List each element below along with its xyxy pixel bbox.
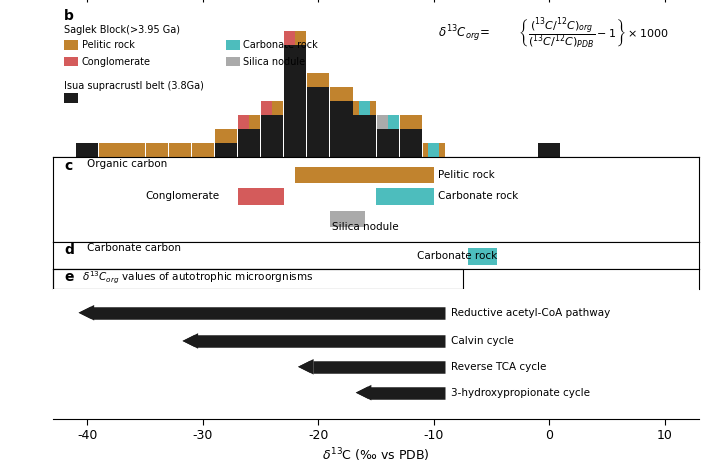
Text: Pelitic rock: Pelitic rock xyxy=(439,170,495,180)
Bar xyxy=(64,40,78,50)
Text: Carbonate rock: Carbonate rock xyxy=(416,252,497,261)
Text: Saglek Block(>3.95 Ga): Saglek Block(>3.95 Ga) xyxy=(64,25,180,35)
Bar xyxy=(192,143,214,158)
Bar xyxy=(377,115,387,129)
Text: Carbonate rock: Carbonate rock xyxy=(243,40,318,50)
Bar xyxy=(307,73,330,87)
Bar xyxy=(169,143,191,158)
Bar xyxy=(77,143,98,158)
Bar xyxy=(307,73,330,158)
Bar xyxy=(359,101,370,115)
Bar xyxy=(428,143,439,158)
Bar xyxy=(238,115,249,129)
Text: Reverse TCA cycle: Reverse TCA cycle xyxy=(451,362,546,372)
Text: Silica nodule: Silica nodule xyxy=(243,57,305,66)
Bar xyxy=(538,143,560,158)
Bar xyxy=(261,101,272,115)
Bar xyxy=(99,143,122,158)
Text: Carbonate rock: Carbonate rock xyxy=(439,192,519,201)
Bar xyxy=(261,101,283,158)
X-axis label: $\delta^{13}$C (‰ vs PDB): $\delta^{13}$C (‰ vs PDB) xyxy=(322,446,430,464)
Bar xyxy=(377,115,399,129)
Text: c: c xyxy=(64,159,72,173)
Text: b: b xyxy=(64,9,74,23)
Bar xyxy=(99,143,122,158)
Bar xyxy=(284,31,295,45)
Text: Calvin cycle: Calvin cycle xyxy=(451,336,514,346)
Bar xyxy=(387,115,399,129)
Text: Conglomerate: Conglomerate xyxy=(145,192,219,201)
Text: e: e xyxy=(64,270,74,284)
Bar xyxy=(284,31,307,45)
Text: $\delta^{13}C_{org}$=: $\delta^{13}C_{org}$= xyxy=(437,23,489,44)
Text: Organic carbon: Organic carbon xyxy=(87,159,167,169)
Bar xyxy=(330,87,352,101)
Bar xyxy=(261,101,283,115)
Text: Carbonate carbon: Carbonate carbon xyxy=(87,243,181,253)
Bar xyxy=(284,31,307,158)
Bar xyxy=(64,93,78,103)
Bar xyxy=(192,143,214,158)
Text: Isua supracrustl belt (3.8Ga): Isua supracrustl belt (3.8Ga) xyxy=(64,81,204,91)
Bar xyxy=(226,57,240,66)
Bar xyxy=(330,87,352,158)
Text: d: d xyxy=(64,243,74,257)
Bar xyxy=(238,115,260,129)
Bar xyxy=(400,115,422,129)
Bar xyxy=(122,143,145,158)
Bar xyxy=(400,115,422,158)
Text: $\left\{\dfrac{(^{13}C/^{12}C)_{org}}{(^{13}C/^{12}C)_{PDB}}-1\right\}\times1000: $\left\{\dfrac{(^{13}C/^{12}C)_{org}}{(^… xyxy=(518,16,669,51)
Bar xyxy=(423,143,445,158)
Bar xyxy=(354,101,375,115)
Bar xyxy=(215,129,237,158)
Bar xyxy=(238,115,260,158)
Text: Silica nodule: Silica nodule xyxy=(333,222,399,232)
Text: Conglomerate: Conglomerate xyxy=(82,57,150,66)
Bar xyxy=(354,101,375,158)
Bar xyxy=(423,143,445,158)
Text: $\delta^{13}C_{org}$ values of autotrophic microorgnisms: $\delta^{13}C_{org}$ values of autotroph… xyxy=(82,270,313,286)
Text: Pelitic rock: Pelitic rock xyxy=(82,40,134,50)
Bar xyxy=(226,40,240,50)
Bar xyxy=(146,143,168,158)
Text: 3-hydroxypropionate cycle: 3-hydroxypropionate cycle xyxy=(451,388,591,398)
Text: Reductive acetyl-CoA pathway: Reductive acetyl-CoA pathway xyxy=(451,308,610,318)
Bar xyxy=(377,115,399,158)
Bar xyxy=(215,129,237,143)
Bar xyxy=(169,143,191,158)
Bar xyxy=(146,143,168,158)
Bar xyxy=(64,57,78,66)
Bar xyxy=(122,143,145,158)
